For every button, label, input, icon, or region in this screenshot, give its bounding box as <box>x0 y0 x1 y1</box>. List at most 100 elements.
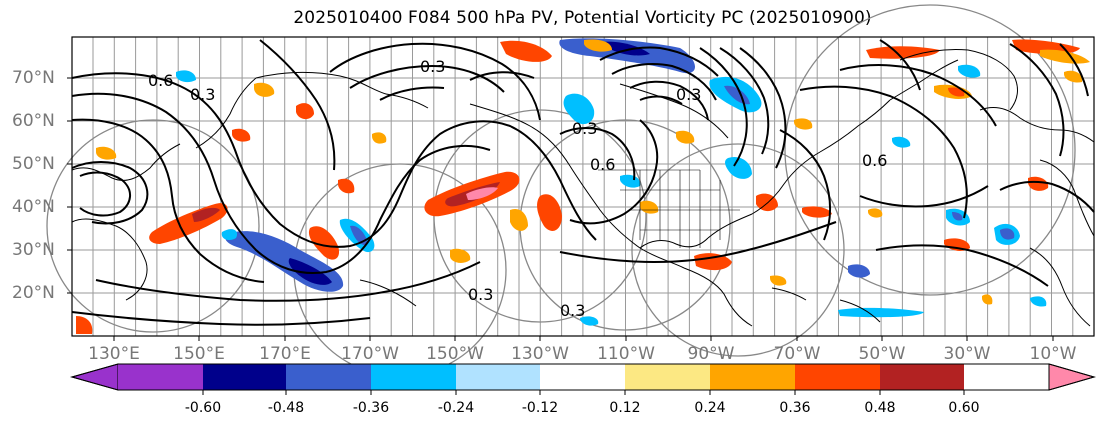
pv-contours <box>71 39 1095 326</box>
neg-patch-arctic-core <box>600 41 650 56</box>
contour-label: 0.3 <box>676 85 701 104</box>
neg-patch-sub2 <box>838 307 924 318</box>
contour-label: 0.3 <box>560 301 585 320</box>
colorbar-segment <box>625 364 710 390</box>
pos-patch-gulf <box>694 253 732 271</box>
contour-label: 0.3 <box>190 85 215 104</box>
lon-label: 70°W <box>773 344 821 364</box>
neg-patch-atl1-core <box>952 212 963 221</box>
pos-patch-central-pacific-peak <box>466 187 498 200</box>
pos-patch-small6 <box>794 118 813 130</box>
lat-label-60n: 60°N <box>12 111 55 131</box>
lat-label-50n: 50°N <box>12 154 55 174</box>
pos-patch-small1 <box>232 128 251 142</box>
lon-label: 130°W <box>511 344 569 364</box>
pos-patch-small10 <box>76 316 93 334</box>
contour-label: 0.3 <box>572 119 597 138</box>
colorbar-label: -0.36 <box>352 400 390 416</box>
colorbar-label: -0.24 <box>437 400 475 416</box>
contour-label: 0.6 <box>862 151 887 170</box>
lat-label-30n: 30°N <box>12 240 55 260</box>
neg-patch-bc <box>563 93 595 125</box>
colorbar-extend-high <box>1048 363 1096 391</box>
contour-label: 0.3 <box>420 57 445 76</box>
lon-label: 30°W <box>943 344 991 364</box>
contour-label: 0.6 <box>148 71 173 90</box>
lon-label: 50°W <box>858 344 906 364</box>
colorbar-label: -0.60 <box>184 400 222 416</box>
colorbar-label: -0.48 <box>267 400 305 416</box>
neg-patch-pacific-core <box>288 258 332 285</box>
lon-label: 90°W <box>687 344 735 364</box>
lat-label-70n: 70°N <box>12 68 55 88</box>
pos-patch-coast2 <box>510 208 528 231</box>
lon-label: 130°E <box>88 344 140 364</box>
pos-patch-arctic5 <box>1040 49 1090 64</box>
pos-patch-small12 <box>640 200 659 214</box>
lat-label-20n: 20°N <box>12 283 55 303</box>
colorbar-extend-low <box>70 363 119 391</box>
neg-patch-small2 <box>958 64 981 78</box>
state-borders <box>598 169 740 248</box>
neg-patch-pacific-edge <box>221 229 238 240</box>
neg-patch-atl2-core <box>1000 228 1015 240</box>
colorbar-segment <box>795 364 880 390</box>
colorbar-segment <box>286 364 371 390</box>
pos-patch-dateline <box>308 226 340 260</box>
colorbar-label: 0.36 <box>779 400 811 416</box>
neg-patch-small4 <box>1030 296 1047 307</box>
colorbar-label: 0.12 <box>609 400 641 416</box>
neg-patch-small5 <box>620 174 641 188</box>
colorbar-segment <box>203 364 286 390</box>
lon-label: 10°W <box>1029 344 1077 364</box>
colorbar-label: 0.24 <box>694 400 726 416</box>
colorbar-segment <box>456 364 540 390</box>
contour-label: 0.6 <box>590 155 615 174</box>
chart-title: 2025010400 F084 500 hPa PV, Potential Vo… <box>293 8 872 28</box>
pos-patch-small4 <box>450 248 471 263</box>
lat-label-40n: 40°N <box>12 197 55 217</box>
pos-patch-arctic4 <box>1012 39 1080 55</box>
lon-label: 170°W <box>341 344 399 364</box>
pos-patch-europe <box>1028 176 1049 191</box>
pos-patch-alaska1 <box>296 103 314 120</box>
colorbar-label: 0.60 <box>948 400 980 416</box>
neg-patch-small3 <box>892 136 911 148</box>
pos-patch-greenland2 <box>948 87 965 97</box>
colorbar-outline <box>70 363 1096 391</box>
neg-patch-small6 <box>580 316 599 326</box>
pos-patch-arctic1 <box>500 40 552 62</box>
pos-patch-small13 <box>1064 70 1083 83</box>
neg-patch-sub1 <box>848 264 870 278</box>
neg-patch-east <box>725 156 752 179</box>
pos-patch-west-coast <box>537 194 562 231</box>
colorbar-segment <box>880 364 964 390</box>
colorbar-segment <box>371 364 456 390</box>
lon-label: 170°E <box>259 344 311 364</box>
neg-patch-small1 <box>176 70 196 83</box>
lon-label: 150°E <box>173 344 225 364</box>
pos-patch-small8 <box>372 132 387 144</box>
pos-patch-small5 <box>676 130 695 144</box>
colorbar-segment <box>540 364 625 390</box>
pos-patch-small3 <box>96 146 117 160</box>
pos-patch-small11 <box>982 294 993 305</box>
colorbar-label: 0.48 <box>864 400 896 416</box>
pos-patch-small2 <box>338 178 355 194</box>
colorbar-label: -0.12 <box>521 400 559 416</box>
coastlines <box>71 49 1095 327</box>
pos-patch-small9 <box>868 208 883 218</box>
pos-patch-arctic2 <box>584 39 612 52</box>
colorbar <box>70 363 1096 395</box>
pos-patch-west-pacific-core <box>192 207 220 222</box>
lon-label: 150°W <box>426 344 484 364</box>
contour-labels: 0.6 0.3 0.3 0.6 0.3 0.3 0.3 0.3 0.6 <box>148 57 887 320</box>
pos-patch-small7 <box>770 275 787 286</box>
contour-label: 0.3 <box>468 285 493 304</box>
colorbar-segment <box>118 364 203 390</box>
pos-patch-bering <box>254 82 275 97</box>
pos-patch-atl2 <box>802 206 832 218</box>
colorbar-segment <box>710 364 795 390</box>
lon-label: 110°W <box>597 344 655 364</box>
